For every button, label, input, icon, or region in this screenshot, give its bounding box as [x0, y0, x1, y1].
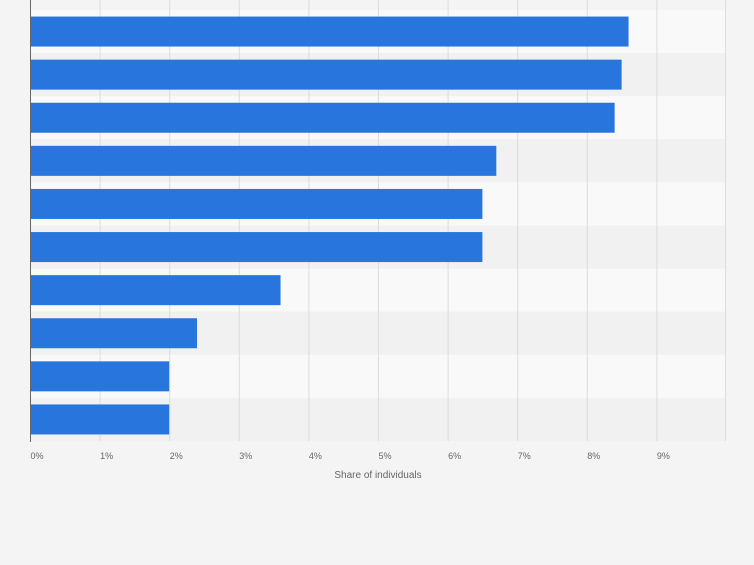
- x-tick-label: 1%: [100, 451, 113, 461]
- x-tick-label: 9%: [657, 451, 670, 461]
- x-tick-label: 0%: [30, 451, 43, 461]
- x-tick-label: 3%: [239, 451, 252, 461]
- x-tick-label: 4%: [309, 451, 322, 461]
- bar: [30, 59, 622, 90]
- bar: [30, 16, 629, 47]
- bar: [30, 102, 615, 133]
- x-tick-label: 6%: [448, 451, 461, 461]
- bar: [30, 275, 281, 306]
- bar: [30, 404, 170, 435]
- x-tick-label: 8%: [587, 451, 600, 461]
- bar: [30, 318, 198, 349]
- x-axis-ticks: 0% 1% 2% 3% 4% 5% 6% 7% 8% 9%: [30, 451, 669, 461]
- bars: [30, 16, 629, 435]
- bar: [30, 145, 497, 176]
- x-tick-label: 7%: [518, 451, 531, 461]
- x-tick-label: 2%: [170, 451, 183, 461]
- bar: [30, 232, 483, 263]
- bar: [30, 361, 170, 392]
- x-tick-label: 5%: [378, 451, 391, 461]
- x-axis-label: Share of individuals: [334, 470, 421, 481]
- bar: [30, 188, 483, 219]
